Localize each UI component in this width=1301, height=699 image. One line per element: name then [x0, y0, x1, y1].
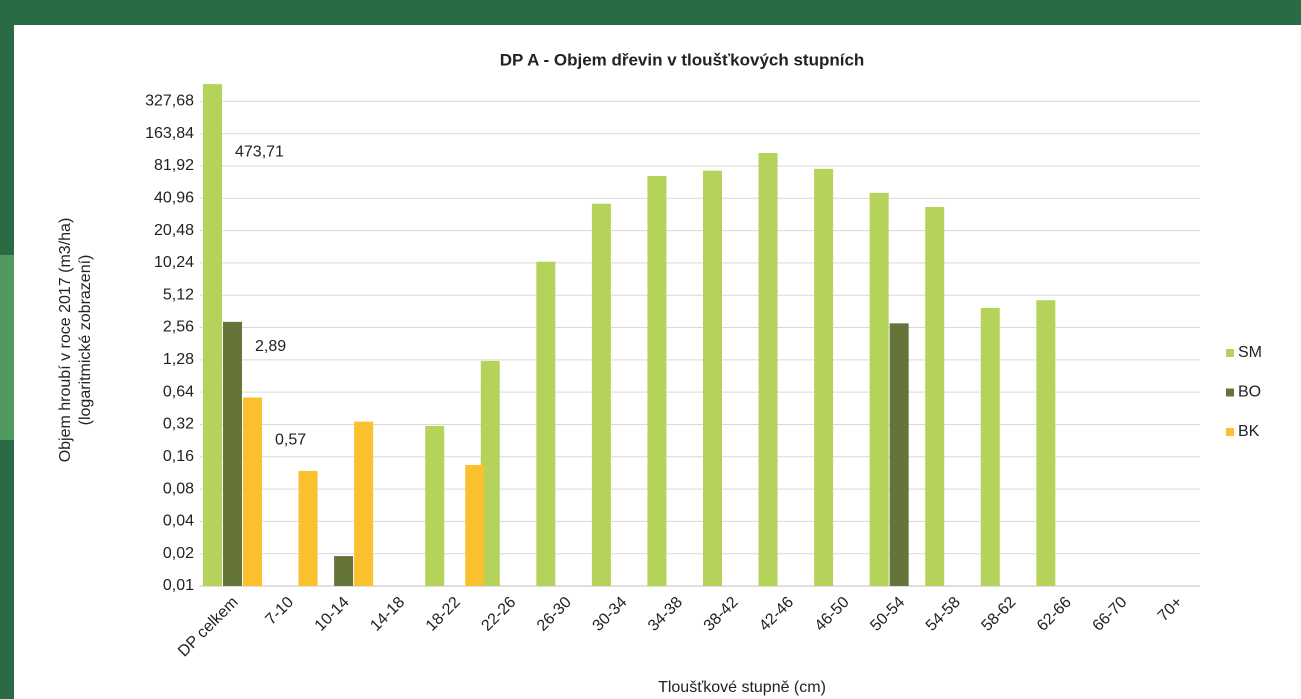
bar [425, 425, 445, 586]
y-tick-label: 1,28 [163, 351, 194, 368]
y-tick-label: 5,12 [163, 286, 194, 303]
bar [1036, 300, 1056, 586]
side-strip [0, 255, 14, 440]
data-label: 473,71 [235, 143, 284, 160]
bar [758, 153, 778, 586]
y-tick-label: 0,16 [163, 448, 194, 465]
legend-swatch [1226, 388, 1234, 397]
y-tick-label: 327,68 [145, 93, 194, 110]
legend-label: BK [1238, 423, 1260, 440]
x-axis-title: Tloušťkové stupně (cm) [658, 679, 826, 696]
bar [814, 168, 834, 586]
bar [536, 261, 556, 586]
legend-label: SM [1238, 344, 1262, 361]
bar [925, 206, 945, 586]
bar [703, 170, 722, 586]
bar [334, 556, 354, 586]
bar [243, 397, 262, 586]
y-tick-label: 163,84 [145, 125, 194, 142]
bar [869, 192, 889, 586]
data-label: 2,89 [255, 338, 286, 355]
legend-swatch [1226, 428, 1234, 436]
legend-swatch [1226, 349, 1234, 357]
bar [591, 203, 611, 587]
bar [889, 323, 909, 586]
bar [480, 360, 500, 586]
y-tick-label: 0,02 [163, 545, 194, 562]
legend-label: BO [1238, 384, 1261, 401]
y-tick-label: 0,08 [163, 480, 194, 497]
data-label: 0,57 [275, 432, 306, 449]
chart-title: DP A - Objem dřevin v tloušťkových stupn… [500, 50, 865, 69]
bar [223, 321, 242, 586]
y-tick-label: 2,56 [163, 319, 194, 336]
y-tick-label: 10,24 [154, 254, 194, 271]
y-tick-label: 0,64 [163, 383, 194, 400]
bar [647, 176, 667, 586]
y-tick-label: 40,96 [154, 189, 194, 206]
y-tick-label: 20,48 [154, 222, 194, 239]
bar [465, 465, 485, 586]
y-tick-label: 0,32 [163, 416, 194, 433]
bar [203, 84, 222, 586]
y-tick-label: 81,92 [154, 157, 194, 174]
y-axis-title: (logaritmické zobrazení) [77, 255, 94, 426]
bar [980, 307, 1000, 586]
y-tick-label: 0,04 [163, 513, 194, 530]
bar [354, 421, 374, 586]
bar [298, 470, 318, 586]
y-axis-title: Objem hroubí v roce 2017 (m3/ha) [57, 218, 74, 463]
y-tick-label: 0,01 [163, 577, 194, 594]
